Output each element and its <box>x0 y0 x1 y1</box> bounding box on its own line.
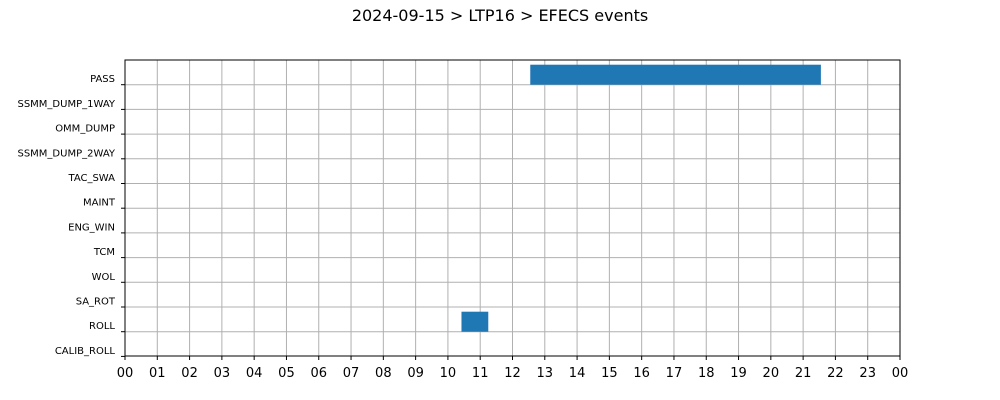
x-tick-label: 21 <box>795 366 812 381</box>
y-tick-label: SSMM_DUMP_1WAY <box>17 99 115 110</box>
x-tick-label: 15 <box>601 366 618 381</box>
x-tick-label: 17 <box>666 366 683 381</box>
x-tick-label: 16 <box>633 366 650 381</box>
y-tick-label: ROLL <box>89 321 115 332</box>
event-bar-roll <box>461 311 489 332</box>
x-tick-label: 10 <box>440 366 457 381</box>
y-tick-label: ENG_WIN <box>68 222 115 233</box>
x-tick-label: 01 <box>149 366 166 381</box>
x-tick-label: 12 <box>504 366 521 381</box>
y-tick-label: MAINT <box>83 198 116 209</box>
x-tick-label: 06 <box>310 366 327 381</box>
x-tick-label: 09 <box>407 366 424 381</box>
event-bar-pass <box>530 64 821 85</box>
x-tick-label: 22 <box>827 366 844 381</box>
x-tick-label: 04 <box>246 366 263 381</box>
y-tick-label: PASS <box>90 74 115 85</box>
x-tick-label: 13 <box>537 366 554 381</box>
x-tick-label: 00 <box>117 366 134 381</box>
x-tick-label: 14 <box>569 366 586 381</box>
x-tick-label: 03 <box>214 366 231 381</box>
y-tick-label: OMM_DUMP <box>55 124 115 135</box>
x-tick-label: 19 <box>730 366 747 381</box>
chart-title: 2024-09-15 > LTP16 > EFECS events <box>351 6 649 25</box>
x-tick-label: 20 <box>763 366 780 381</box>
x-tick-label: 11 <box>472 366 489 381</box>
y-tick-label: TAC_SWA <box>67 173 115 184</box>
x-tick-label: 18 <box>698 366 715 381</box>
y-tick-label: SSMM_DUMP_2WAY <box>17 148 115 159</box>
y-tick-label: TCM <box>93 247 115 258</box>
x-tick-label: 00 <box>892 366 909 381</box>
x-tick-label: 05 <box>278 366 295 381</box>
y-tick-label: SA_ROT <box>76 297 116 308</box>
x-tick-label: 08 <box>375 366 392 381</box>
x-tick-label: 02 <box>181 366 198 381</box>
y-tick-label: WOL <box>92 272 116 283</box>
x-tick-label: 23 <box>859 366 876 381</box>
x-tick-label: 07 <box>343 366 360 381</box>
y-tick-label: CALIB_ROLL <box>55 346 116 357</box>
